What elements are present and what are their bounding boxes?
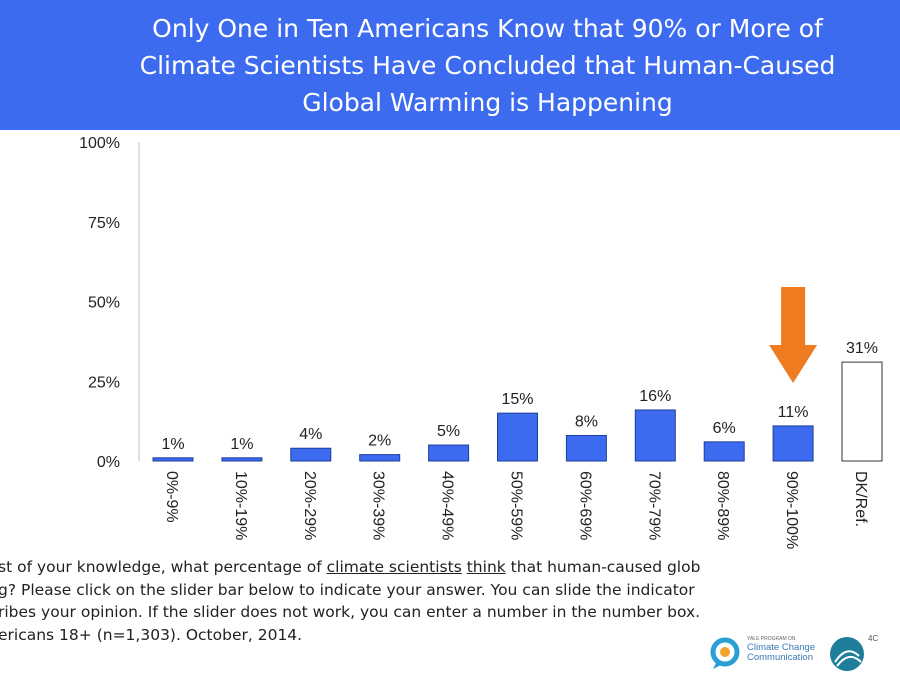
x-tick-label: 30%-39% (370, 471, 387, 540)
title-line-1: Only One in Ten Americans Know that 90% … (152, 13, 823, 43)
bar-80-89 (703, 441, 745, 462)
bar-0-9 (152, 457, 194, 462)
value-labels: 1% 1% 4% 2% 5% 15% 8% 16% 6% 11% 31% (161, 340, 878, 453)
highlight-arrow (769, 287, 818, 383)
bar-10-19 (221, 457, 263, 462)
y-tick-label: 25% (88, 374, 120, 391)
x-tick-label: 10%-19% (232, 471, 249, 540)
value-label: 11% (778, 404, 809, 421)
title-banner: Only One in Ten Americans Know that 90% … (0, 0, 900, 130)
bar-dk-ref (841, 361, 883, 462)
y-tick-label: 50% (88, 295, 120, 312)
bar-chart: 0% 25% 50% 75% 100% 1% 1% 4% 2% 5% 15% 8% 16% 6% 11% 3… (79, 135, 883, 549)
y-axis: 0% 25% 50% 75% 100% (79, 135, 140, 471)
value-label: 4% (299, 426, 322, 443)
x-tick-label: 90%-100% (783, 471, 800, 549)
x-tick-label: 70%-79% (645, 471, 662, 540)
bar-50-59 (497, 412, 538, 462)
bars (152, 361, 883, 462)
value-label: 8% (575, 413, 598, 430)
logos: YALE PROGRAM ON Climate Change Communica… (705, 630, 900, 675)
survey-question: st of your knowledge, what percentage of… (0, 556, 700, 646)
x-tick-label: 80%-89% (714, 471, 731, 540)
value-label: 2% (368, 433, 391, 450)
x-tick-labels: 0%-9% 10%-19% 20%-29% 30%-39% 40%-49% 50%-59%… (163, 471, 869, 549)
sample-note: ericans 18+ (n=1,303). October, 2014. (0, 625, 303, 644)
x-tick-label: 20%-29% (301, 471, 318, 540)
value-label: 16% (639, 388, 671, 405)
bar-30-39 (359, 454, 401, 462)
title-line-3: Global Warming is Happening (302, 87, 673, 117)
ycc-logo-icon (710, 637, 740, 669)
x-tick-label: 50%-59% (508, 471, 525, 540)
value-label: 31% (846, 340, 878, 357)
value-label: 1% (230, 436, 253, 453)
title-line-2: Climate Scientists Have Concluded that H… (139, 50, 836, 80)
bar-20-29 (290, 447, 332, 462)
x-tick-label: 40%-49% (439, 471, 456, 540)
question-line-3: ribes your opinion. If the slider does n… (0, 603, 700, 621)
bar-60-69 (565, 434, 607, 462)
4c-logo-icon (830, 637, 864, 671)
y-tick-label: 100% (79, 135, 120, 152)
4c-label: 4C (868, 634, 879, 643)
underlined-think: think (466, 558, 506, 576)
bar-90-100 (772, 425, 814, 462)
x-tick-label: DK/Ref. (852, 471, 869, 527)
y-tick-label: 0% (97, 454, 120, 471)
value-label: 1% (161, 436, 184, 453)
value-label: 15% (501, 391, 533, 408)
x-tick-label: 60%-69% (576, 471, 593, 540)
bar-70-79 (634, 409, 676, 462)
down-arrow-icon (769, 287, 818, 383)
x-tick-label: 0%-9% (163, 471, 180, 523)
question-line-1: st of your knowledge, what percentage of… (0, 558, 700, 576)
ycc-logo-text: YALE PROGRAM ON Climate Change Communica… (747, 636, 816, 663)
underlined-climate-scientists: climate scientists (326, 558, 462, 576)
value-label: 5% (437, 423, 460, 440)
bar-40-49 (428, 444, 470, 462)
y-tick-label: 75% (88, 215, 120, 232)
question-line-2: g? Please click on the slider bar below … (0, 580, 700, 599)
value-label: 6% (713, 420, 736, 437)
